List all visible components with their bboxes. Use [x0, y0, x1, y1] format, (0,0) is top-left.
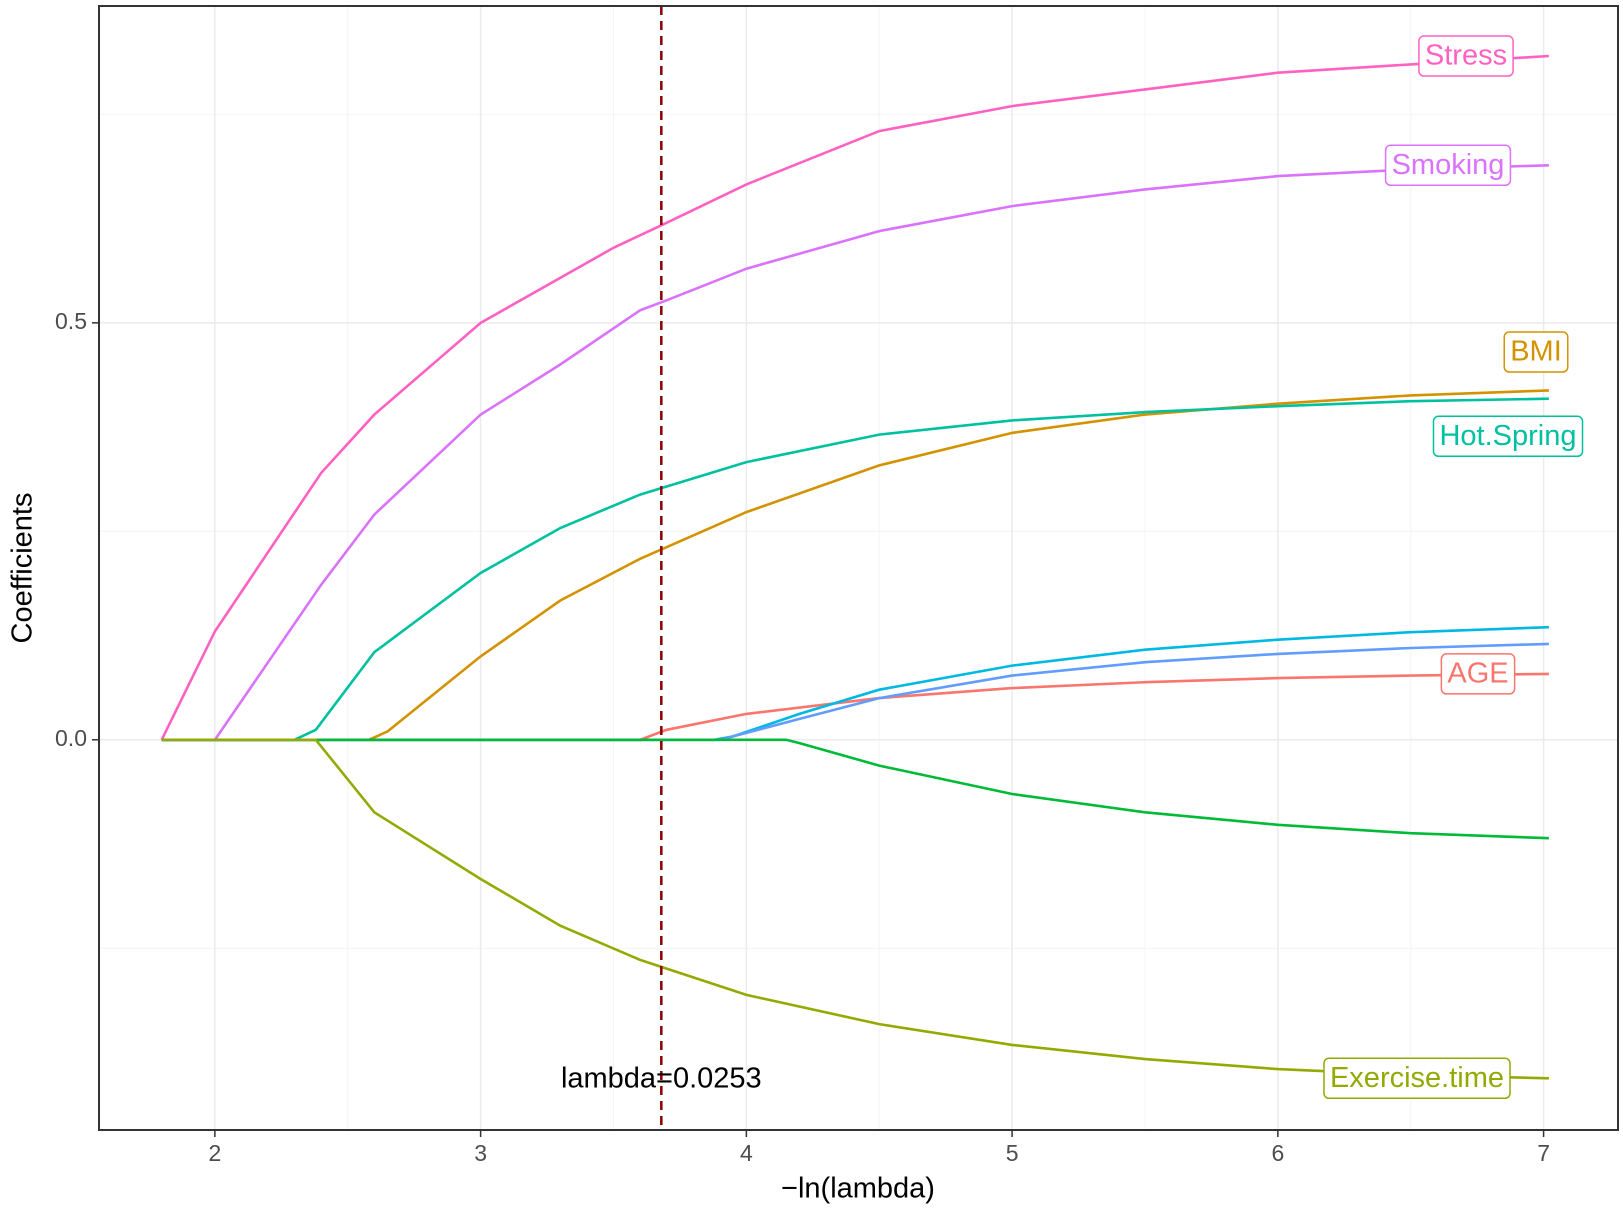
x-tick-label: 3: [474, 1140, 487, 1166]
series-label-box: [1418, 35, 1514, 77]
series-label: Hot.Spring: [1432, 415, 1584, 458]
series-label-text: Exercise.time: [1330, 1062, 1504, 1094]
series-label: Smoking: [1384, 144, 1512, 187]
series-label-text: Hot.Spring: [1439, 420, 1576, 452]
series-label-box: [1432, 415, 1584, 458]
y-tick-label: 0.0: [55, 725, 87, 751]
series-line: [161, 397, 1549, 742]
x-tick-label: 4: [740, 1140, 753, 1166]
series-line: [160, 54, 1549, 741]
series-line: [161, 625, 1549, 742]
y-tick-label: 0.5: [55, 308, 87, 334]
series-label-box: [1323, 1057, 1511, 1100]
lambda-label: lambda=0.0253: [561, 1063, 762, 1095]
x-axis-title: −ln(lambda): [781, 1173, 935, 1205]
series-line: [161, 642, 1549, 742]
x-tick-label: 2: [208, 1140, 221, 1166]
x-tick-label: 7: [1537, 1140, 1550, 1166]
series-label-text: Stress: [1425, 40, 1507, 72]
series-label: BMI: [1503, 331, 1569, 373]
series-label-text: AGE: [1447, 658, 1508, 690]
series-line: [161, 738, 1549, 840]
series-line: [161, 164, 1549, 742]
x-tick-label: 6: [1271, 1140, 1284, 1166]
series-label-box: [1384, 144, 1512, 187]
series-label-text: Smoking: [1392, 149, 1505, 181]
series-line: [161, 672, 1549, 742]
series-label-box: [1503, 331, 1569, 373]
x-tick-label: 5: [1006, 1140, 1019, 1166]
series-label-box: [1440, 653, 1516, 695]
series-line: [161, 738, 1549, 1080]
series-label: AGE: [1440, 653, 1516, 695]
series-label: Stress: [1418, 35, 1514, 77]
y-axis-title: Coefficients: [7, 493, 39, 644]
plot-border: [98, 5, 1619, 1131]
series-label-text: BMI: [1510, 336, 1562, 368]
series-label: Exercise.time: [1323, 1057, 1511, 1100]
series-line: [161, 389, 1549, 742]
